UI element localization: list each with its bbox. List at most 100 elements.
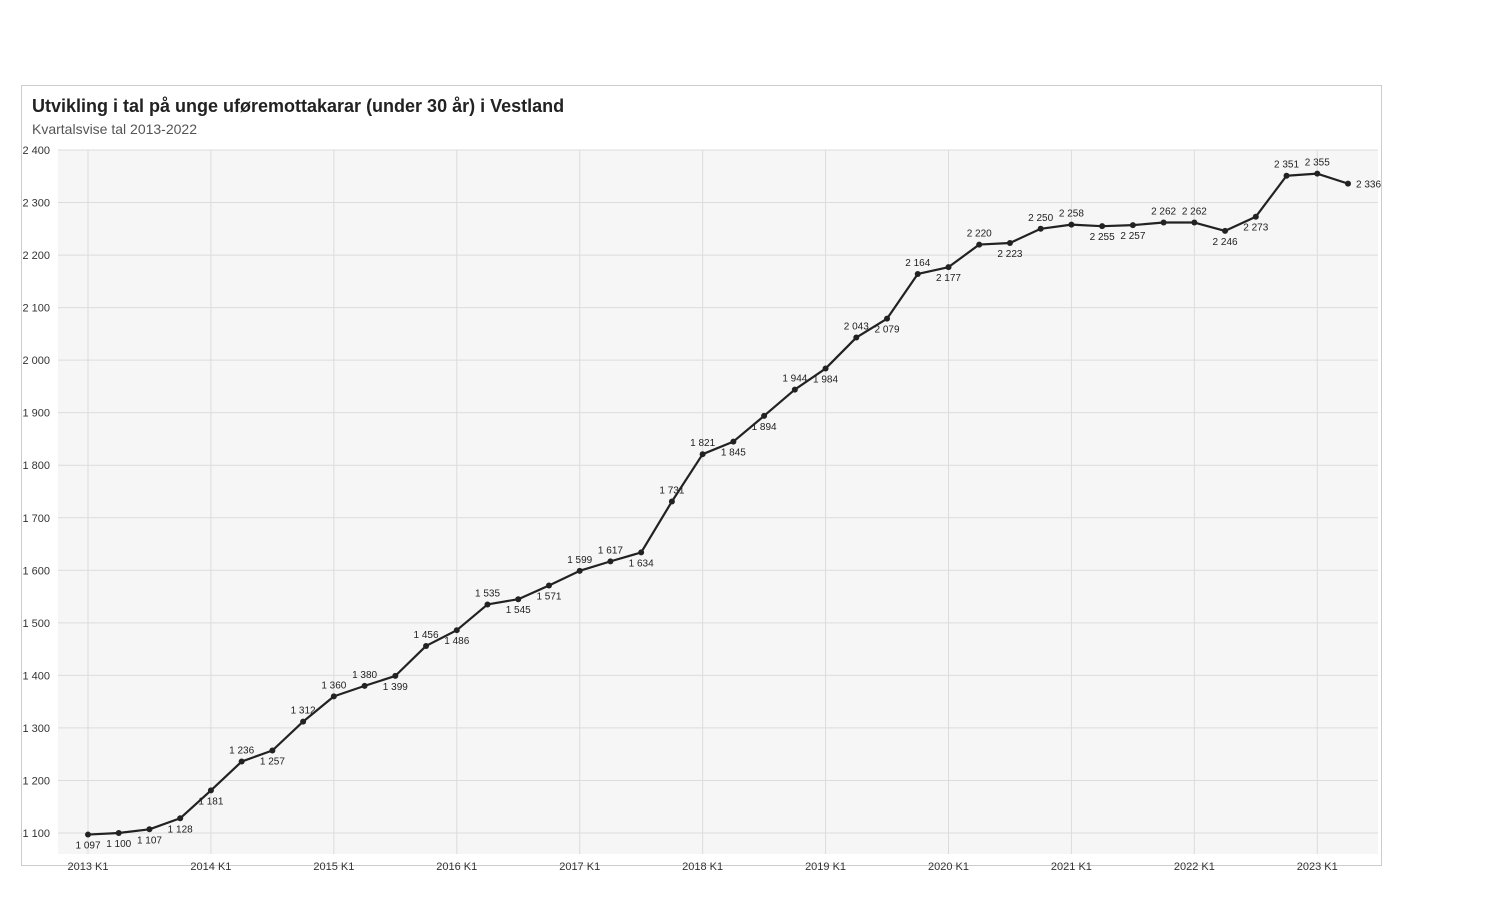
x-tick-label: 2021 K1 (1051, 861, 1092, 873)
data-point (485, 601, 491, 607)
y-tick-label: 1 500 (22, 618, 50, 630)
x-tick-label: 2019 K1 (805, 861, 846, 873)
y-tick-label: 1 400 (22, 670, 50, 682)
data-point (239, 759, 245, 765)
data-label: 2 220 (967, 229, 992, 240)
data-label: 1 821 (690, 438, 715, 449)
x-tick-label: 2015 K1 (313, 861, 354, 873)
data-point (269, 748, 275, 754)
data-label: 1 236 (229, 746, 254, 757)
data-label: 1 107 (137, 835, 162, 846)
data-point (976, 242, 982, 248)
data-point (546, 583, 552, 589)
data-label: 2 351 (1274, 160, 1299, 171)
data-point (730, 439, 736, 445)
data-label: 1 845 (721, 448, 746, 459)
data-point (607, 558, 613, 564)
y-tick-label: 1 600 (22, 565, 50, 577)
data-point (945, 264, 951, 270)
data-label: 1 380 (352, 670, 377, 681)
data-label: 2 250 (1028, 213, 1053, 224)
data-point (823, 366, 829, 372)
data-point (1222, 228, 1228, 234)
x-tick-label: 2022 K1 (1174, 861, 1215, 873)
line-chart: 1 100 1 200 1 300 1 400 1 500 1 600 1 700 1 800… (0, 0, 1503, 902)
data-label: 1 360 (321, 680, 346, 691)
data-point (700, 451, 706, 457)
data-point (1284, 173, 1290, 179)
y-tick-label: 2 000 (22, 355, 50, 367)
data-label: 1 731 (659, 485, 684, 496)
data-point (331, 693, 337, 699)
data-label: 1 894 (752, 422, 777, 433)
data-label: 2 355 (1305, 158, 1330, 169)
data-label: 1 599 (567, 555, 592, 566)
data-label: 2 246 (1213, 237, 1238, 248)
x-tick-label: 2013 K1 (68, 861, 109, 873)
data-label: 2 336 (1356, 180, 1381, 191)
data-point (1191, 220, 1197, 226)
data-point (177, 815, 183, 821)
data-label: 1 571 (536, 592, 561, 603)
y-tick-label: 1 100 (22, 828, 50, 840)
x-tick-label: 2016 K1 (436, 861, 477, 873)
y-tick-label: 1 700 (22, 513, 50, 525)
data-label: 1 100 (106, 839, 131, 850)
data-point (1345, 181, 1351, 187)
page: Utvikling i tal på unge uføremottakarar … (0, 0, 1503, 902)
data-label: 1 456 (414, 630, 439, 641)
data-point (638, 549, 644, 555)
data-label: 2 177 (936, 273, 961, 284)
data-point (85, 832, 91, 838)
data-label: 1 984 (813, 375, 838, 386)
data-label: 1 617 (598, 545, 623, 556)
data-label: 2 079 (875, 325, 900, 336)
x-tick-label: 2023 K1 (1297, 861, 1338, 873)
data-point (1314, 171, 1320, 177)
data-label: 2 262 (1151, 207, 1176, 218)
data-point (116, 830, 122, 836)
data-label: 1 257 (260, 757, 285, 768)
data-label: 1 535 (475, 588, 500, 599)
y-tick-label: 1 900 (22, 408, 50, 420)
data-point (577, 568, 583, 574)
x-tick-label: 2018 K1 (682, 861, 723, 873)
data-label: 1 545 (506, 605, 531, 616)
y-tick-label: 2 100 (22, 303, 50, 315)
data-label: 2 043 (844, 322, 869, 333)
data-point (454, 627, 460, 633)
data-point (208, 787, 214, 793)
data-point (392, 673, 398, 679)
y-tick-label: 1 300 (22, 723, 50, 735)
data-point (423, 643, 429, 649)
data-point (1099, 223, 1105, 229)
data-label: 2 164 (905, 258, 930, 269)
data-point (1007, 240, 1013, 246)
x-tick-label: 2020 K1 (928, 861, 969, 873)
data-label: 2 273 (1243, 223, 1268, 234)
data-label: 1 181 (198, 796, 223, 807)
data-point (669, 498, 675, 504)
data-point (915, 271, 921, 277)
data-label: 2 258 (1059, 209, 1084, 220)
y-tick-label: 2 200 (22, 250, 50, 262)
data-label: 1 634 (629, 558, 654, 569)
data-point (1068, 222, 1074, 228)
y-tick-label: 1 200 (22, 775, 50, 787)
y-tick-label: 1 800 (22, 460, 50, 472)
data-point (853, 335, 859, 341)
data-point (1130, 222, 1136, 228)
data-point (1253, 214, 1259, 220)
data-point (362, 683, 368, 689)
data-point (761, 413, 767, 419)
data-point (1038, 226, 1044, 232)
data-point (515, 596, 521, 602)
data-label: 1 399 (383, 682, 408, 693)
data-label: 1 097 (75, 841, 100, 852)
data-point (300, 719, 306, 725)
data-label: 2 223 (997, 249, 1022, 260)
data-label: 2 257 (1120, 231, 1145, 242)
data-point (146, 826, 152, 832)
data-point (1161, 220, 1167, 226)
y-tick-label: 2 400 (22, 145, 50, 157)
